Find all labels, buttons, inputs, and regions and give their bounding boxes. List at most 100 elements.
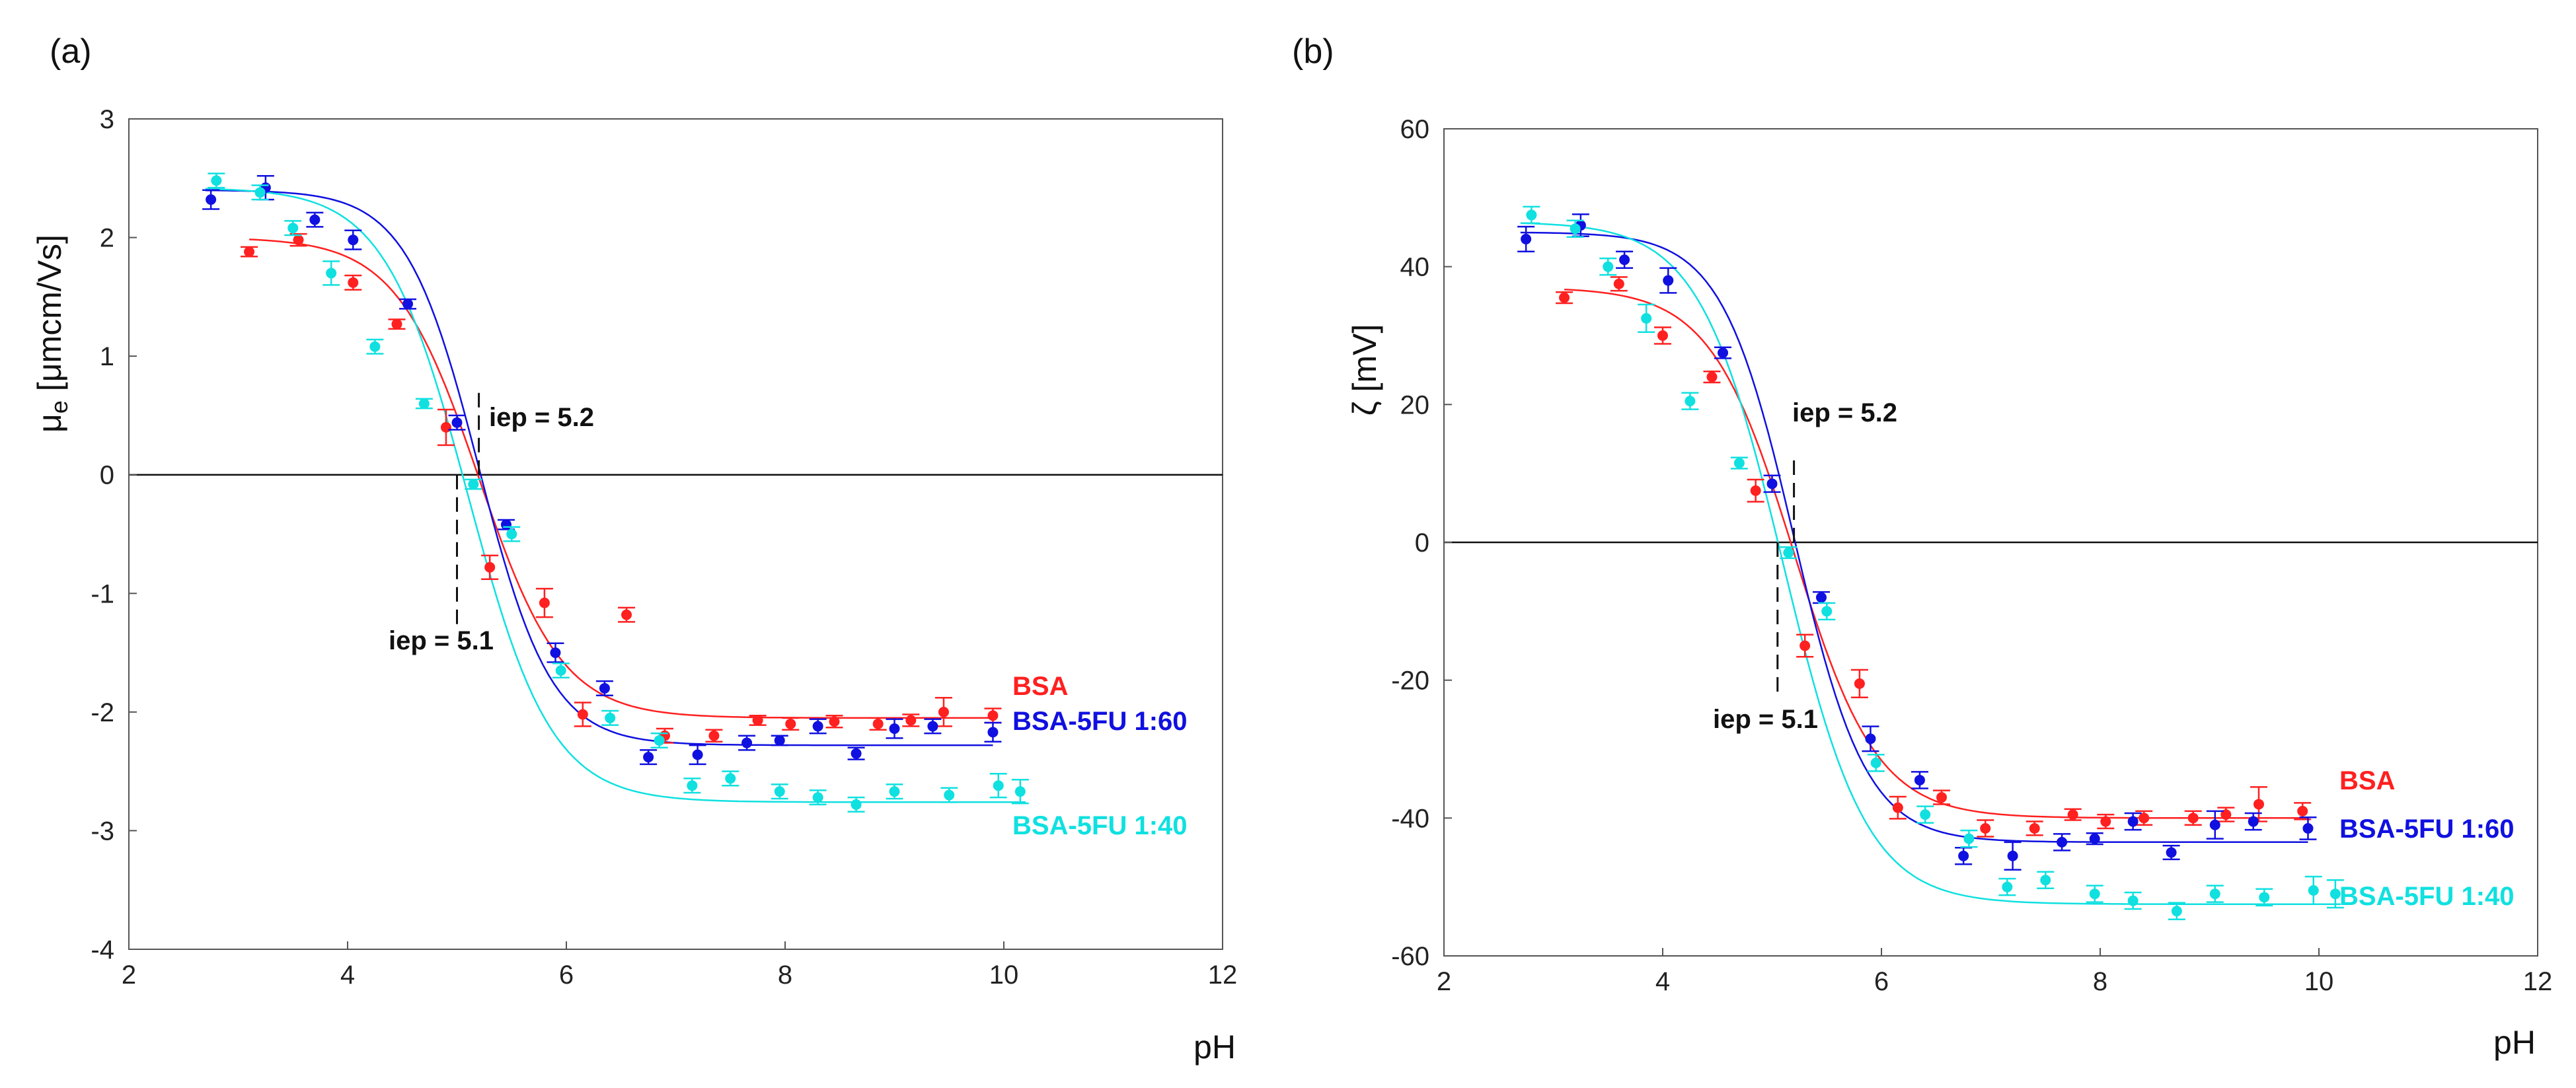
data-point-bsa bbox=[829, 716, 840, 727]
data-point-bsa-5fu-1-60 bbox=[1766, 478, 1778, 490]
data-point-bsa bbox=[621, 609, 632, 620]
data-point-bsa-5fu-1-40 bbox=[687, 780, 698, 791]
data-point-bsa-5fu-1-60 bbox=[851, 748, 862, 759]
data-point-bsa-5fu-1-40 bbox=[725, 773, 736, 784]
data-point-bsa-5fu-1-60 bbox=[451, 417, 463, 428]
data-point-bsa-5fu-1-40 bbox=[851, 799, 862, 810]
fit-curve-bsa-5fu-1-60 bbox=[205, 189, 993, 746]
y-tick-label: -40 bbox=[1391, 804, 1429, 833]
legend-label-bsa-5fu-1-60: BSA-5FU 1:60 bbox=[2339, 815, 2515, 844]
data-point-bsa-5fu-1-40 bbox=[555, 665, 566, 676]
data-point-bsa bbox=[2067, 809, 2078, 820]
data-point-bsa-5fu-1-40 bbox=[1870, 757, 1881, 768]
x-axis-title: pH bbox=[2493, 1024, 2536, 1061]
y-axis-title: μe [μmcm/Vs] bbox=[31, 235, 73, 433]
data-point-bsa bbox=[2297, 805, 2308, 816]
y-tick-label: -3 bbox=[91, 816, 114, 846]
data-point-bsa-5fu-1-60 bbox=[402, 299, 414, 310]
legend-label-bsa-5fu-1-40: BSA-5FU 1:40 bbox=[1012, 811, 1188, 840]
x-tick-label: 6 bbox=[1874, 967, 1889, 996]
data-point-bsa-5fu-1-40 bbox=[2127, 895, 2139, 906]
data-point-bsa bbox=[872, 718, 884, 729]
y-axis-unit: [μmcm/Vs] bbox=[31, 235, 68, 400]
data-point-bsa-5fu-1-40 bbox=[2089, 889, 2100, 900]
x-tick-label: 10 bbox=[2304, 967, 2334, 996]
data-point-bsa-5fu-1-40 bbox=[1526, 209, 1537, 221]
data-point-bsa-5fu-1-40 bbox=[2040, 875, 2051, 886]
legend-label-bsa-5fu-1-60: BSA-5FU 1:60 bbox=[1012, 707, 1188, 736]
y-tick-label: 1 bbox=[100, 342, 114, 371]
data-point-bsa bbox=[905, 715, 917, 726]
data-point-bsa-5fu-1-60 bbox=[889, 723, 900, 734]
data-point-bsa-5fu-1-40 bbox=[654, 735, 665, 746]
data-point-bsa-5fu-1-40 bbox=[605, 712, 616, 723]
data-point-bsa-5fu-1-60 bbox=[2209, 819, 2220, 830]
data-point-bsa-5fu-1-40 bbox=[2171, 906, 2182, 917]
data-point-bsa bbox=[293, 235, 304, 246]
y-tick-label: -2 bbox=[91, 698, 114, 727]
data-point-bsa-5fu-1-60 bbox=[2127, 816, 2139, 827]
data-point-bsa bbox=[577, 709, 588, 720]
data-point-bsa-5fu-1-60 bbox=[812, 721, 823, 732]
data-point-bsa-5fu-1-60 bbox=[1619, 254, 1630, 266]
data-point-bsa bbox=[244, 246, 255, 258]
data-point-bsa-5fu-1-40 bbox=[1920, 809, 1931, 820]
data-point-bsa-5fu-1-40 bbox=[287, 223, 299, 234]
data-point-bsa-5fu-1-60 bbox=[2057, 836, 2068, 848]
data-point-bsa-5fu-1-60 bbox=[1663, 275, 1674, 286]
x-tick-label: 10 bbox=[989, 961, 1019, 990]
data-point-bsa-5fu-1-60 bbox=[1865, 733, 1876, 744]
data-point-bsa-5fu-1-60 bbox=[1914, 774, 1925, 785]
y-axis-symbol: μ bbox=[31, 414, 68, 433]
data-point-bsa bbox=[2100, 816, 2111, 827]
data-point-bsa-5fu-1-40 bbox=[993, 780, 1004, 791]
data-point-bsa bbox=[2253, 799, 2264, 810]
data-point-bsa-5fu-1-40 bbox=[1685, 396, 1696, 407]
data-point-bsa bbox=[348, 277, 359, 288]
data-point-bsa bbox=[1559, 292, 1570, 303]
data-point-bsa bbox=[1613, 278, 1624, 289]
data-point-bsa-5fu-1-60 bbox=[692, 749, 703, 760]
x-tick-label: 6 bbox=[559, 961, 574, 990]
panel-label: (a) bbox=[50, 32, 92, 71]
y-axis-subscript: e bbox=[46, 400, 73, 414]
data-point-bsa-5fu-1-40 bbox=[369, 341, 381, 352]
iep-label-upper: iep = 5.2 bbox=[489, 403, 594, 432]
data-point-bsa-5fu-1-60 bbox=[1521, 233, 1532, 244]
data-point-bsa-5fu-1-40 bbox=[211, 175, 222, 186]
x-tick-label: 2 bbox=[122, 961, 136, 990]
x-tick-label: 4 bbox=[1655, 967, 1670, 996]
data-point-bsa-5fu-1-60 bbox=[1718, 347, 1729, 359]
data-point-bsa bbox=[440, 421, 451, 433]
plot-frame bbox=[128, 118, 1223, 950]
data-point-bsa bbox=[938, 706, 949, 717]
data-point-bsa bbox=[1799, 640, 1811, 651]
data-point-bsa-5fu-1-40 bbox=[1733, 458, 1745, 469]
legend-label-bsa: BSA bbox=[1012, 672, 1068, 701]
data-point-bsa-5fu-1-40 bbox=[1641, 312, 1652, 324]
y-tick-label: -4 bbox=[91, 935, 114, 964]
data-point-bsa bbox=[785, 718, 796, 729]
data-point-bsa-5fu-1-60 bbox=[206, 194, 217, 205]
data-point-bsa-5fu-1-40 bbox=[418, 398, 430, 409]
panel-label: (b) bbox=[1292, 32, 1334, 71]
data-point-bsa-5fu-1-40 bbox=[774, 786, 785, 797]
y-tick-label: 0 bbox=[1415, 528, 1429, 558]
data-point-bsa-5fu-1-40 bbox=[2330, 889, 2341, 900]
data-point-bsa-5fu-1-60 bbox=[309, 214, 321, 225]
legend-label-bsa-5fu-1-40: BSA-5FU 1:40 bbox=[2339, 882, 2515, 911]
y-tick-label: 0 bbox=[100, 461, 114, 490]
data-point-bsa bbox=[1706, 371, 1718, 382]
data-point-bsa-5fu-1-60 bbox=[1815, 592, 1827, 603]
data-point-bsa bbox=[708, 730, 720, 741]
fit-curve-bsa bbox=[249, 238, 993, 719]
data-point-bsa-5fu-1-40 bbox=[2209, 889, 2220, 900]
data-point-bsa-5fu-1-60 bbox=[2089, 833, 2100, 844]
y-axis-title: ζ [mV] bbox=[1346, 324, 1383, 416]
data-point-bsa-5fu-1-60 bbox=[927, 721, 938, 732]
data-point-bsa-5fu-1-60 bbox=[1958, 850, 1969, 861]
data-point-bsa-5fu-1-40 bbox=[889, 786, 900, 797]
data-point-bsa-5fu-1-60 bbox=[550, 647, 561, 659]
data-point-bsa-5fu-1-60 bbox=[987, 727, 999, 738]
